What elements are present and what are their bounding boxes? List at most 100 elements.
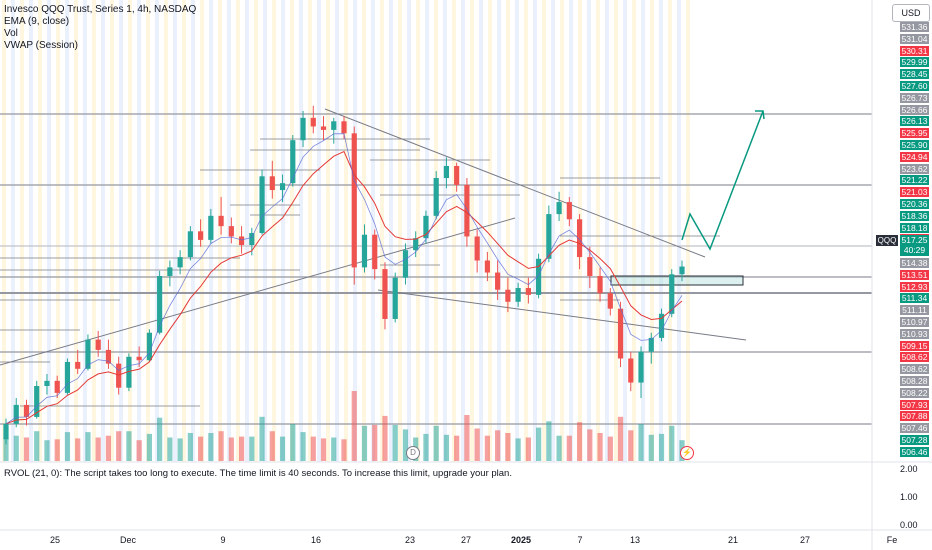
candle-body <box>658 313 665 338</box>
session-stripe <box>137 0 141 462</box>
volume-bar <box>628 430 634 461</box>
price-label: 529.99 <box>900 57 929 68</box>
volume-bar <box>116 431 122 461</box>
candle-body <box>576 219 583 258</box>
candle-body <box>177 257 183 268</box>
session-stripe <box>56 0 60 462</box>
session-stripe <box>128 0 132 462</box>
volume-bar <box>259 416 265 461</box>
volume-bar <box>13 435 19 461</box>
session-stripe <box>299 0 303 462</box>
volume-bar <box>597 433 603 461</box>
session-stripe <box>632 0 636 462</box>
volume-bar <box>105 435 112 461</box>
candle-body <box>597 275 603 294</box>
volume-bar <box>536 427 542 461</box>
trend-line <box>324 108 706 258</box>
volume-bar <box>505 433 511 461</box>
session-stripe <box>479 0 483 462</box>
candle-body <box>269 176 275 191</box>
volume-bar <box>454 435 460 461</box>
volume-bar <box>382 415 388 461</box>
session-stripe <box>326 0 330 462</box>
session-stripe <box>596 0 600 462</box>
session-stripe <box>515 0 519 462</box>
legend-title[interactable]: Invesco QQQ Trust, Series 1, 4h, NASDAQ <box>4 4 197 15</box>
candle-body <box>607 293 613 309</box>
volume-bar <box>474 428 480 461</box>
legend-vol[interactable]: Vol <box>4 28 18 39</box>
candle-body <box>320 126 327 130</box>
time-axis-label: 27 <box>460 535 472 545</box>
price-label: 523.62 <box>900 163 929 174</box>
session-stripe <box>389 0 393 462</box>
last-price-label: 517.25 40:29 <box>900 235 929 255</box>
session-stripe <box>155 0 159 462</box>
candle-body <box>361 234 368 268</box>
volume-bar <box>157 417 163 461</box>
candle-body <box>167 267 173 276</box>
price-label: 508.62 <box>900 364 929 375</box>
session-stripe <box>74 0 78 462</box>
candle-body <box>454 165 460 185</box>
volume-bar <box>638 424 644 461</box>
price-label: 508.62 <box>900 352 929 363</box>
volume-bar <box>300 432 306 461</box>
volume-bar <box>587 429 593 461</box>
volume-bar <box>23 437 30 461</box>
demand-zone-box <box>610 275 744 286</box>
volume-bar <box>269 431 275 461</box>
candle-body <box>85 339 91 369</box>
session-stripe <box>83 0 87 462</box>
volume-bar <box>372 424 378 461</box>
session-stripe <box>29 0 33 462</box>
volume-bar <box>576 422 583 461</box>
session-stripe <box>587 0 591 462</box>
currency-button[interactable]: USD <box>892 4 930 22</box>
session-stripe <box>452 0 456 462</box>
candle-body <box>515 288 521 302</box>
candle-body <box>587 257 593 276</box>
legend-ema[interactable]: EMA (9, close) <box>4 16 70 27</box>
candle-body <box>474 236 480 261</box>
session-stripe <box>2 0 6 462</box>
session-stripe <box>443 0 447 462</box>
time-axis-label: 25 <box>49 535 61 545</box>
candle-body <box>495 272 501 290</box>
candle-body <box>464 184 470 237</box>
candle-body <box>679 266 685 275</box>
chart-legend: Invesco QQQ Trust, Series 1, 4h, NASDAQ … <box>4 4 196 52</box>
session-stripe <box>200 0 204 462</box>
price-label: 510.93 <box>900 328 929 339</box>
session-stripe <box>668 0 672 462</box>
price-label: 526.73 <box>900 92 929 103</box>
time-axis-label: 23 <box>404 535 416 545</box>
volume-bar <box>617 416 624 461</box>
candle-body <box>157 275 163 333</box>
session-stripe <box>335 0 339 462</box>
candle-body <box>198 231 204 240</box>
legend-vwap[interactable]: VWAP (Session) <box>4 40 78 51</box>
volume-bar <box>34 431 40 461</box>
candle-body <box>95 339 101 350</box>
session-stripe <box>92 0 96 462</box>
dividend-badge[interactable]: D <box>406 446 420 460</box>
volume-bar <box>136 440 142 461</box>
last-price-value: 517.25 <box>901 235 928 245</box>
projection-arrowhead <box>755 110 765 120</box>
price-label: 518.36 <box>900 210 929 221</box>
session-stripe <box>236 0 240 462</box>
time-axis-label: 13 <box>629 535 641 545</box>
price-label: 508.28 <box>900 376 929 386</box>
event-icon[interactable]: ⚡ <box>680 446 694 460</box>
price-label: 526.13 <box>900 116 929 127</box>
session-stripe <box>164 0 168 462</box>
volume-bar <box>648 434 654 461</box>
time-axis-label: 9 <box>220 535 226 545</box>
volume-bar <box>126 431 132 461</box>
session-stripe <box>542 0 546 462</box>
session-stripe <box>254 0 258 462</box>
candle-body <box>126 356 132 388</box>
